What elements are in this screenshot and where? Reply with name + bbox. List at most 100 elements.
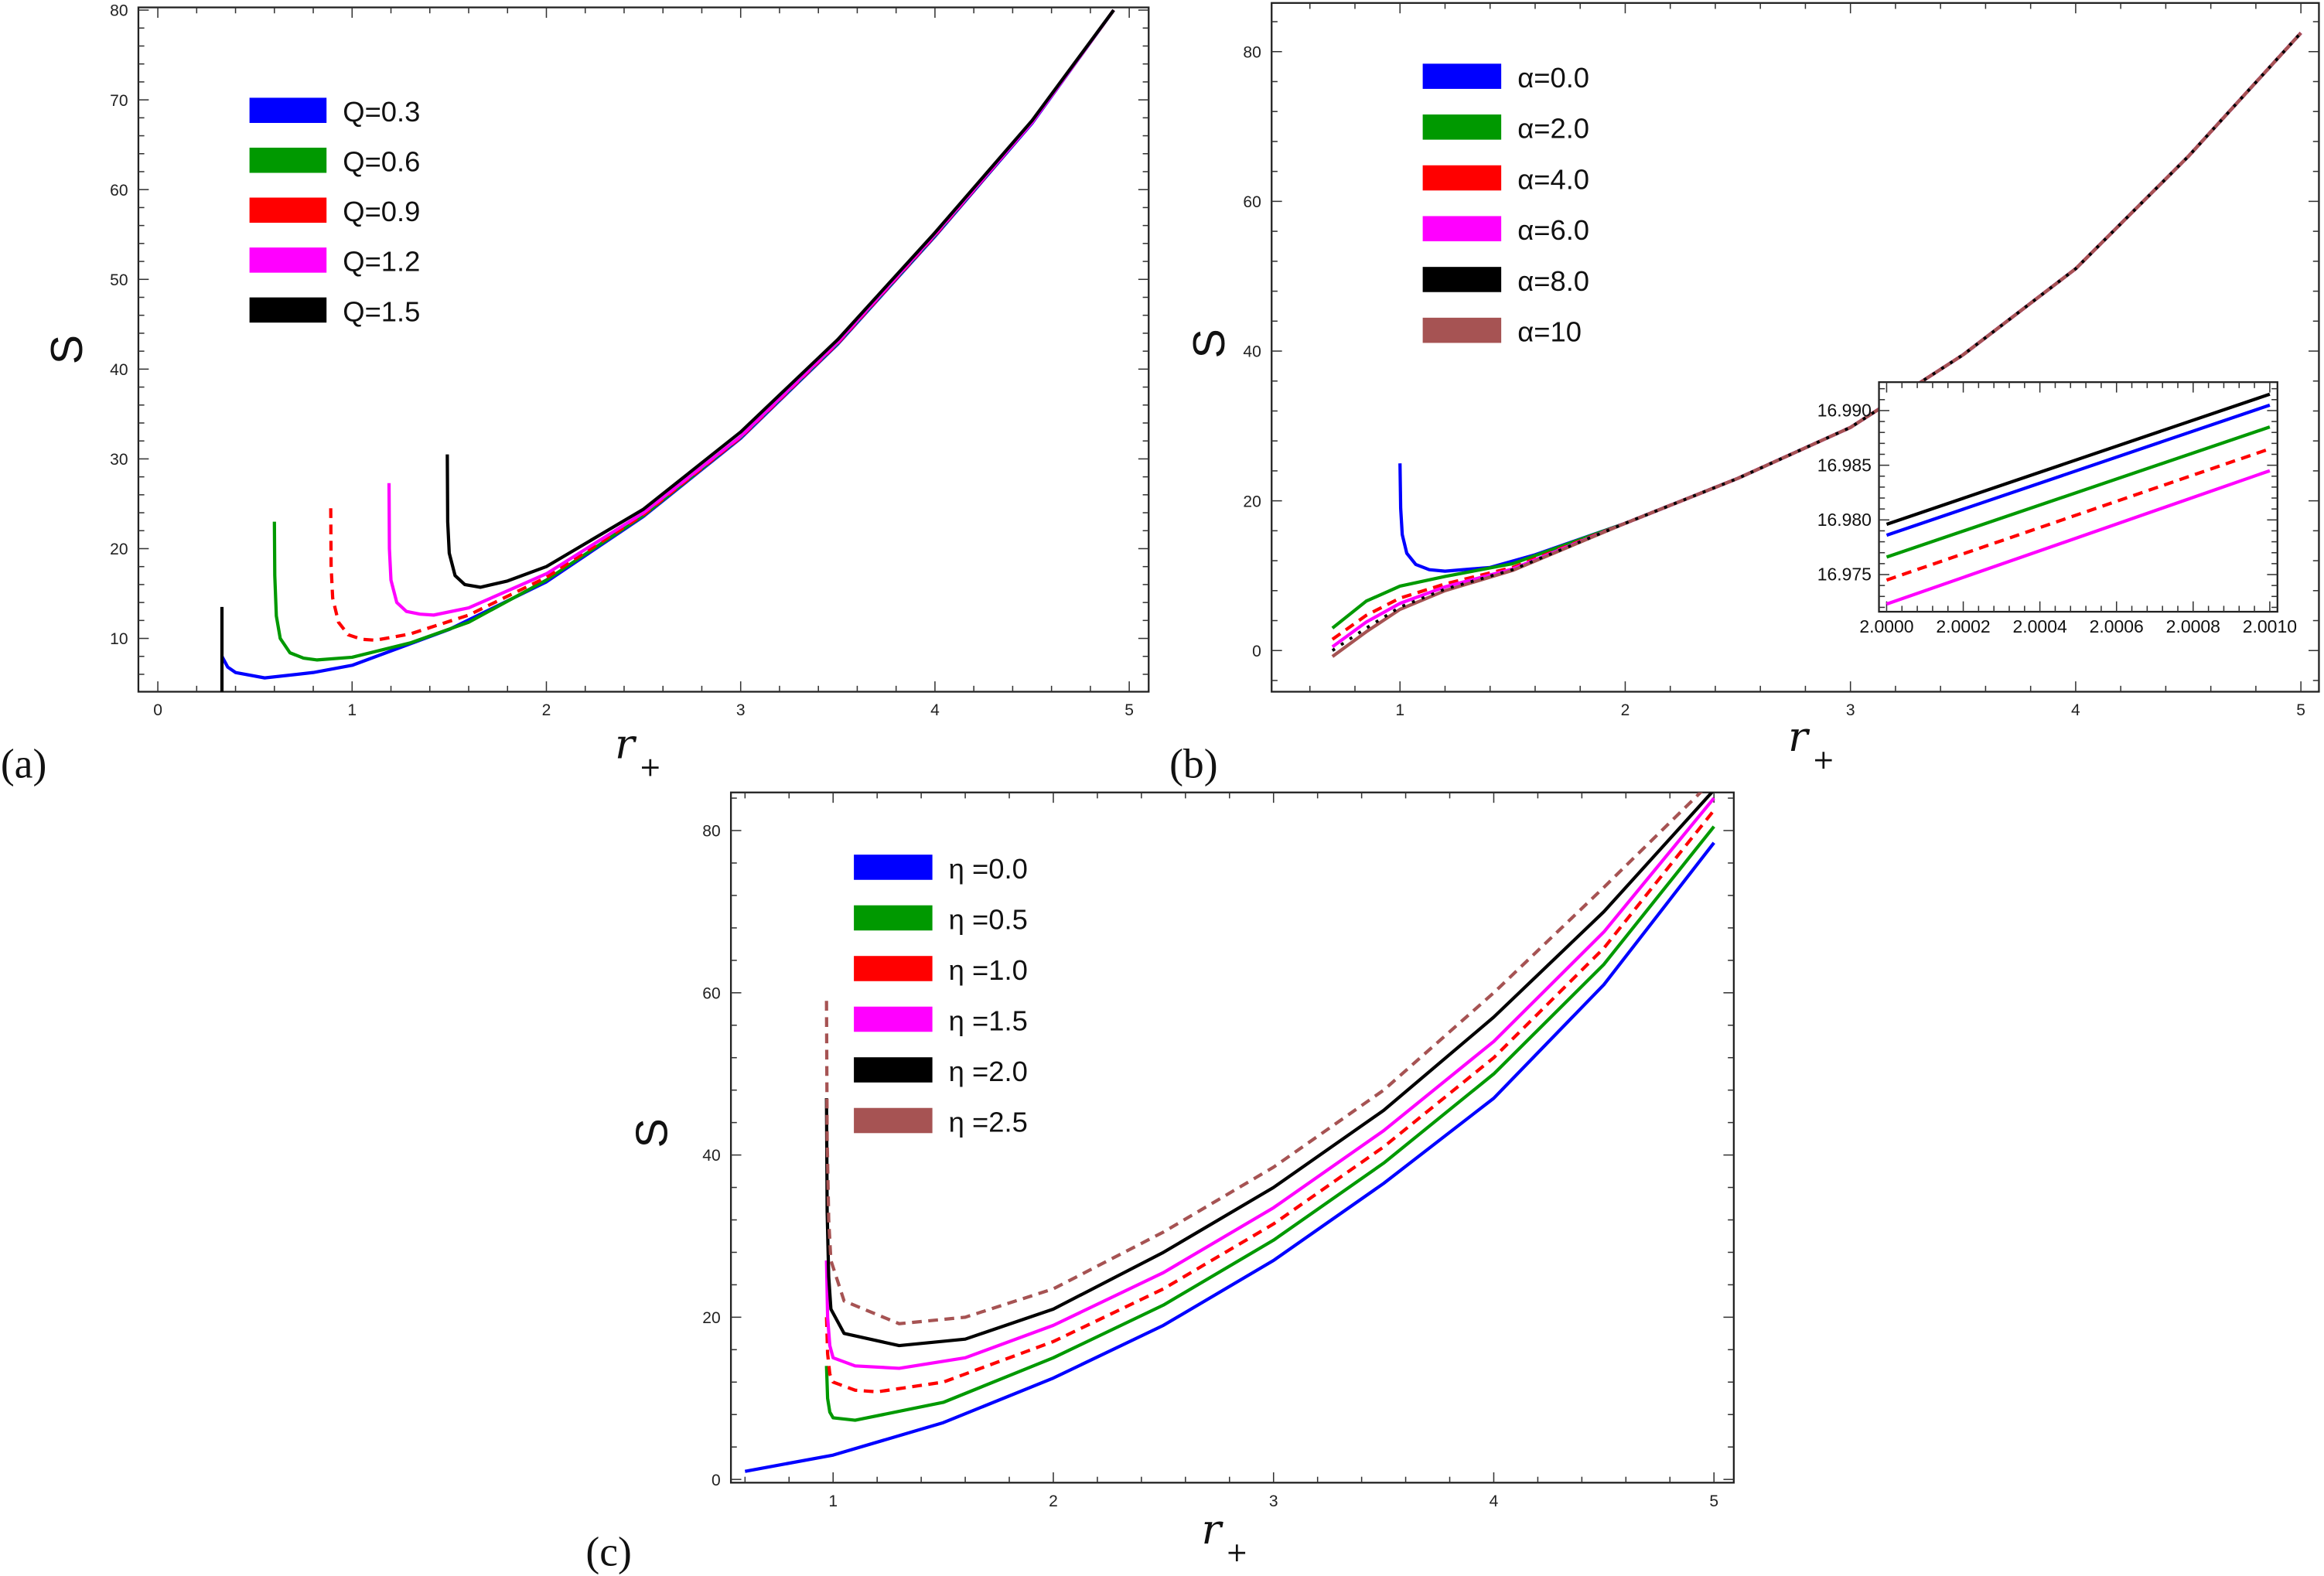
x-tick-label: 5 [1709, 1492, 1718, 1510]
x-tick-label: 3 [736, 701, 746, 719]
y-tick-label: 20 [110, 541, 128, 558]
series-line-α6.0 [1885, 469, 2271, 606]
legend-label: α=2.0 [1517, 113, 1589, 145]
series-line-η1.5 [824, 797, 1715, 1370]
x-tick-label: 4 [1490, 1492, 1499, 1510]
legend-label: α=8.0 [1517, 265, 1589, 297]
y-tick-label: 40 [110, 361, 128, 379]
y-axis-label: S [1185, 329, 1234, 358]
legend-label: Q=1.2 [343, 246, 420, 278]
legend-label: η =1.0 [949, 954, 1028, 986]
y-tick-label: 40 [702, 1147, 720, 1165]
y-axis-label: S [43, 335, 92, 364]
x-tick-label: 0 [153, 701, 162, 719]
y-tick-label: 80 [1243, 43, 1261, 61]
y-tick-label: 60 [1243, 193, 1261, 211]
x-axis-label: r [1201, 1505, 1223, 1554]
legend-label: Q=0.9 [343, 196, 420, 227]
y-tick-label: 60 [702, 984, 720, 1002]
series-line-α8.0 [1331, 32, 2302, 652]
y-tick-label: 0 [1252, 643, 1261, 660]
panel-label: (b) [1169, 741, 1218, 787]
x-axis-label: r [615, 720, 637, 769]
legend-label: Q=0.3 [343, 96, 420, 128]
legend-swatch [249, 297, 327, 323]
legend-swatch [854, 855, 933, 880]
y-tick-label: 50 [110, 271, 128, 289]
panel-c-frame [729, 791, 1735, 1484]
x-axis-label: r [1788, 712, 1810, 761]
x-tick-label: 2.0004 [2013, 616, 2067, 636]
y-tick-label: 70 [110, 92, 128, 110]
x-tick-label: 4 [930, 701, 940, 719]
legend-swatch [854, 1006, 933, 1032]
legend-swatch [1422, 216, 1502, 242]
legend-swatch [1422, 165, 1502, 191]
legend-swatch [1422, 114, 1502, 140]
legend-swatch [249, 197, 327, 223]
x-tick-label: 5 [1124, 701, 1134, 719]
chart-panel-a: 0 1 2 3 4 5 10 20 30 40 50 60 70 80 Q=0.3 Q=0.6 Q=0.9 Q=1… [1, 2, 1150, 787]
series-line-Q1.5 [445, 9, 1115, 589]
legend-swatch [1422, 63, 1502, 89]
y-tick-label: 20 [702, 1309, 720, 1327]
legend-label: η =0.5 [949, 903, 1028, 935]
x-axis-label-subscript: + [1226, 1537, 1248, 1568]
series-line-η2.5 [824, 792, 1703, 1325]
x-tick-label: 2.0006 [2090, 616, 2144, 636]
x-tick-label: 4 [2071, 701, 2080, 719]
y-tick-label: 80 [702, 823, 720, 841]
x-tick-label: 2.0008 [2166, 616, 2220, 636]
legend-label: α=0.0 [1517, 62, 1589, 94]
legend-label: η =2.0 [949, 1056, 1028, 1087]
legend-label: Q=0.6 [343, 146, 420, 178]
legend-swatch [854, 1107, 933, 1134]
legend-swatch [249, 247, 327, 273]
panel-label: (a) [1, 741, 47, 787]
y-tick-label: 20 [1243, 493, 1261, 510]
series-line-α8.0 [1885, 392, 2271, 526]
y-tick-label: 30 [110, 451, 128, 469]
chart-panel-b: 1 2 3 4 5 0 20 40 60 80 α=0.0 α=2.0 α=4.0 α=6.0 α=8.0 α… [1169, 2, 2320, 787]
chart-panel-c: 1 2 3 4 5 0 20 40 60 80 η =0.0 η =0.5 η =1.0 η =1.5 η … [585, 791, 1735, 1575]
y-tick-label: 16.985 [1817, 455, 1872, 475]
x-tick-label: 5 [2296, 701, 2305, 719]
legend-label: η =2.5 [949, 1106, 1028, 1138]
x-tick-label: 1 [828, 1492, 838, 1510]
inset-frame [1878, 381, 2278, 613]
y-tick-label: 40 [1243, 343, 1261, 361]
panel-label: (c) [585, 1529, 632, 1575]
x-tick-label: 2 [1049, 1492, 1058, 1510]
series-line-α2.0 [1885, 425, 2271, 559]
series-line-η0.5 [824, 825, 1715, 1422]
y-tick-label: 0 [712, 1472, 721, 1489]
legend-swatch [1422, 317, 1502, 343]
inset-chart: 2.0000 2.0002 2.0004 2.0006 2.0008 2.0010 16.9… [1817, 381, 2297, 636]
series-line-α4.0 [1885, 447, 2271, 582]
x-tick-label: 3 [1269, 1492, 1278, 1510]
y-tick-label: 10 [110, 630, 128, 648]
legend-swatch [249, 97, 327, 123]
y-tick-label: 16.975 [1817, 565, 1872, 585]
x-tick-label: 1 [1395, 701, 1404, 719]
legend-label: η =0.0 [949, 853, 1028, 885]
x-tick-label: 2 [1621, 701, 1630, 719]
legend-swatch [1422, 267, 1502, 292]
series-line-η2.0 [824, 792, 1715, 1348]
x-tick-label: 2.0000 [1859, 616, 1913, 636]
y-tick-label: 16.990 [1817, 401, 1872, 421]
series-line-η1.0 [824, 809, 1715, 1393]
legend-label: α=10 [1517, 316, 1582, 348]
legend-swatch [249, 147, 327, 173]
x-tick-label: 3 [1846, 701, 1855, 719]
x-tick-label: 1 [347, 701, 357, 719]
x-axis-label-subscript: + [1812, 745, 1834, 776]
y-tick-label: 60 [110, 182, 128, 200]
y-tick-label: 80 [110, 2, 128, 20]
x-axis-label-subscript: + [639, 752, 661, 783]
series-line-α10 [1331, 32, 2302, 658]
x-tick-label: 2.0002 [1936, 616, 1990, 636]
legend-swatch [854, 905, 933, 931]
